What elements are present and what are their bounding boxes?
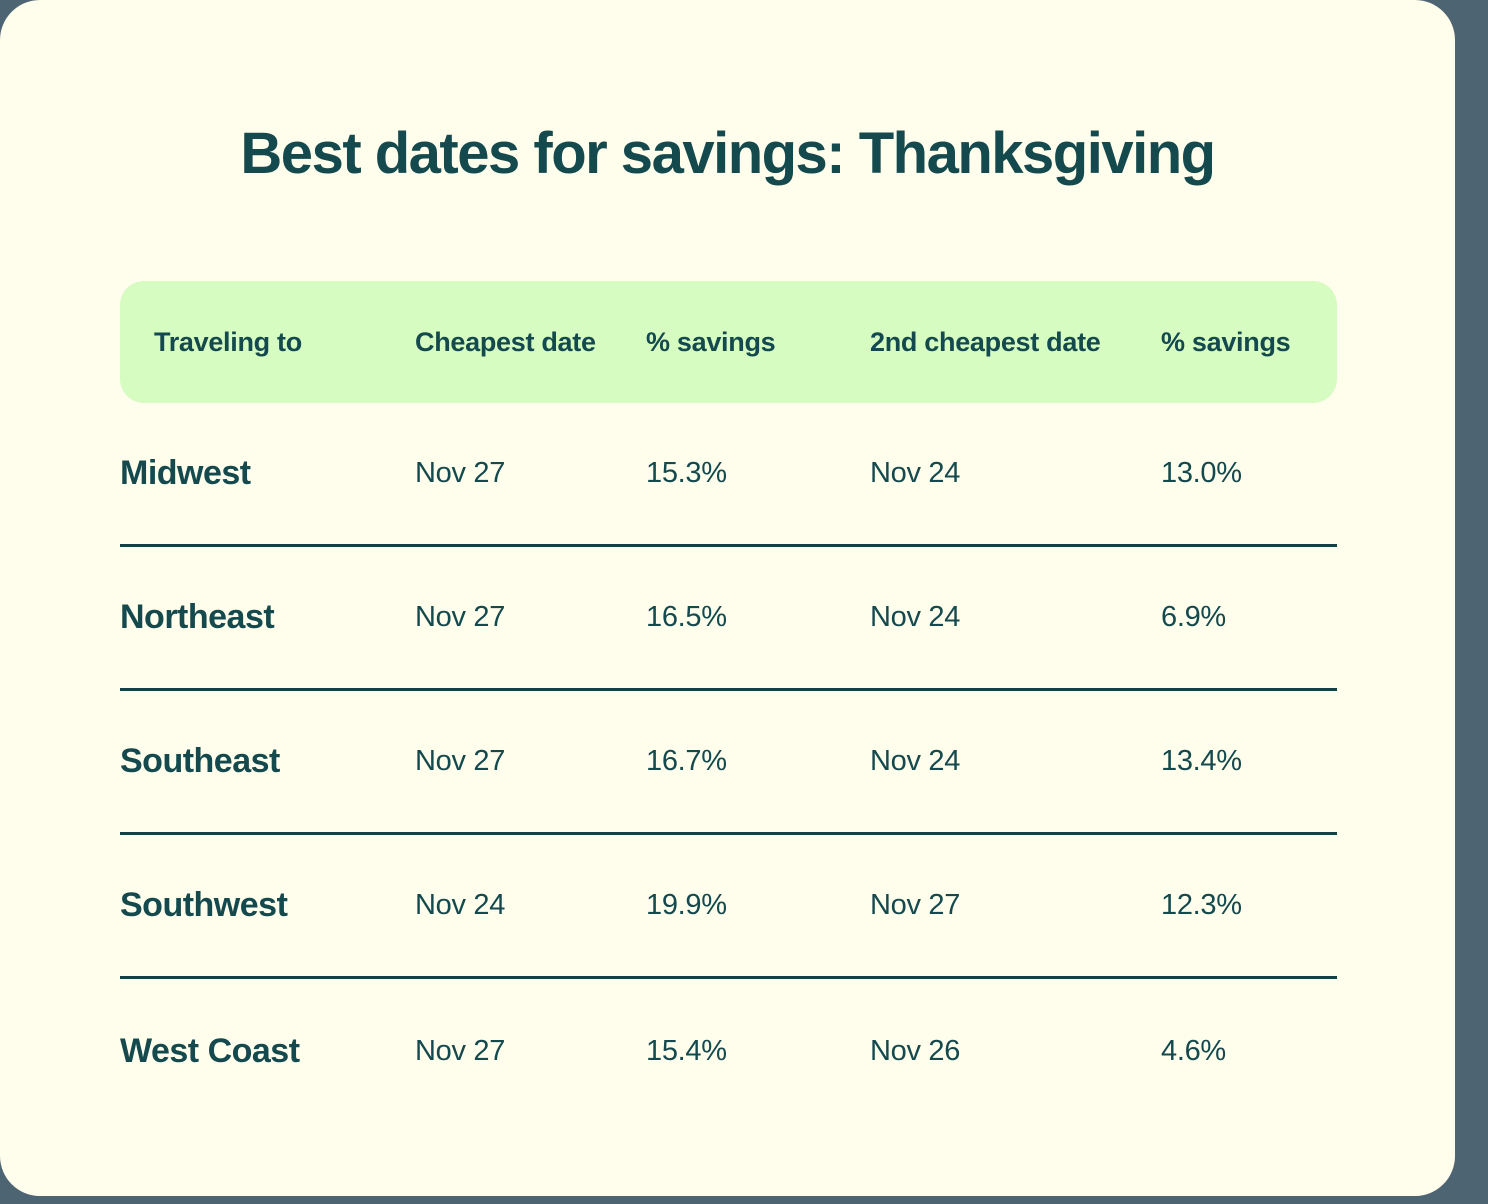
second-date-cell: Nov 27	[870, 889, 961, 921]
column-header-region: Traveling to	[154, 326, 302, 357]
cheapest-date-cell: Nov 24	[415, 889, 506, 921]
second-date-cell: Nov 24	[870, 601, 961, 633]
cheapest-date-cell: Nov 27	[415, 745, 506, 777]
region-cell: West Coast	[120, 1031, 300, 1070]
second-savings-cell: 13.0%	[1161, 457, 1242, 489]
second-date-cell: Nov 26	[870, 1034, 961, 1067]
second-savings-cell: 12.3%	[1161, 889, 1242, 921]
table-row: Southeast Nov 27 16.7% Nov 24 13.4%	[120, 691, 1337, 835]
second-savings-cell: 13.4%	[1161, 745, 1242, 777]
region-cell: Southeast	[120, 742, 280, 780]
savings-cell: 19.9%	[646, 889, 727, 921]
table-row: Northeast Nov 27 16.5% Nov 24 6.9%	[120, 547, 1337, 691]
column-header-cheapest-date: Cheapest date	[415, 326, 596, 357]
second-savings-cell: 6.9%	[1161, 601, 1226, 633]
savings-table: Traveling to Cheapest date % savings 2nd…	[120, 281, 1337, 1123]
table-row: Midwest Nov 27 15.3% Nov 24 13.0%	[120, 403, 1337, 547]
savings-cell: 15.3%	[646, 457, 727, 489]
savings-cell: 15.4%	[646, 1034, 727, 1067]
savings-card: Best dates for savings: Thanksgiving Tra…	[0, 0, 1455, 1196]
table-row: West Coast Nov 27 15.4% Nov 26 4.6%	[120, 979, 1337, 1123]
column-header-savings-2: % savings	[1161, 326, 1291, 357]
cheapest-date-cell: Nov 27	[415, 601, 506, 633]
savings-cell: 16.5%	[646, 601, 727, 633]
table-header: Traveling to Cheapest date % savings 2nd…	[120, 281, 1337, 403]
region-cell: Northeast	[120, 598, 275, 636]
region-cell: Midwest	[120, 454, 251, 492]
cheapest-date-cell: Nov 27	[415, 457, 506, 489]
table-row: Southwest Nov 24 19.9% Nov 27 12.3%	[120, 835, 1337, 979]
region-cell: Southwest	[120, 886, 288, 924]
second-date-cell: Nov 24	[870, 745, 961, 777]
column-header-savings-1: % savings	[646, 326, 776, 357]
cheapest-date-cell: Nov 27	[415, 1034, 506, 1067]
column-header-2nd-cheapest-date: 2nd cheapest date	[870, 326, 1101, 357]
page-title: Best dates for savings: Thanksgiving	[240, 121, 1216, 186]
savings-cell: 16.7%	[646, 745, 727, 777]
second-date-cell: Nov 24	[870, 457, 961, 489]
second-savings-cell: 4.6%	[1161, 1034, 1226, 1067]
